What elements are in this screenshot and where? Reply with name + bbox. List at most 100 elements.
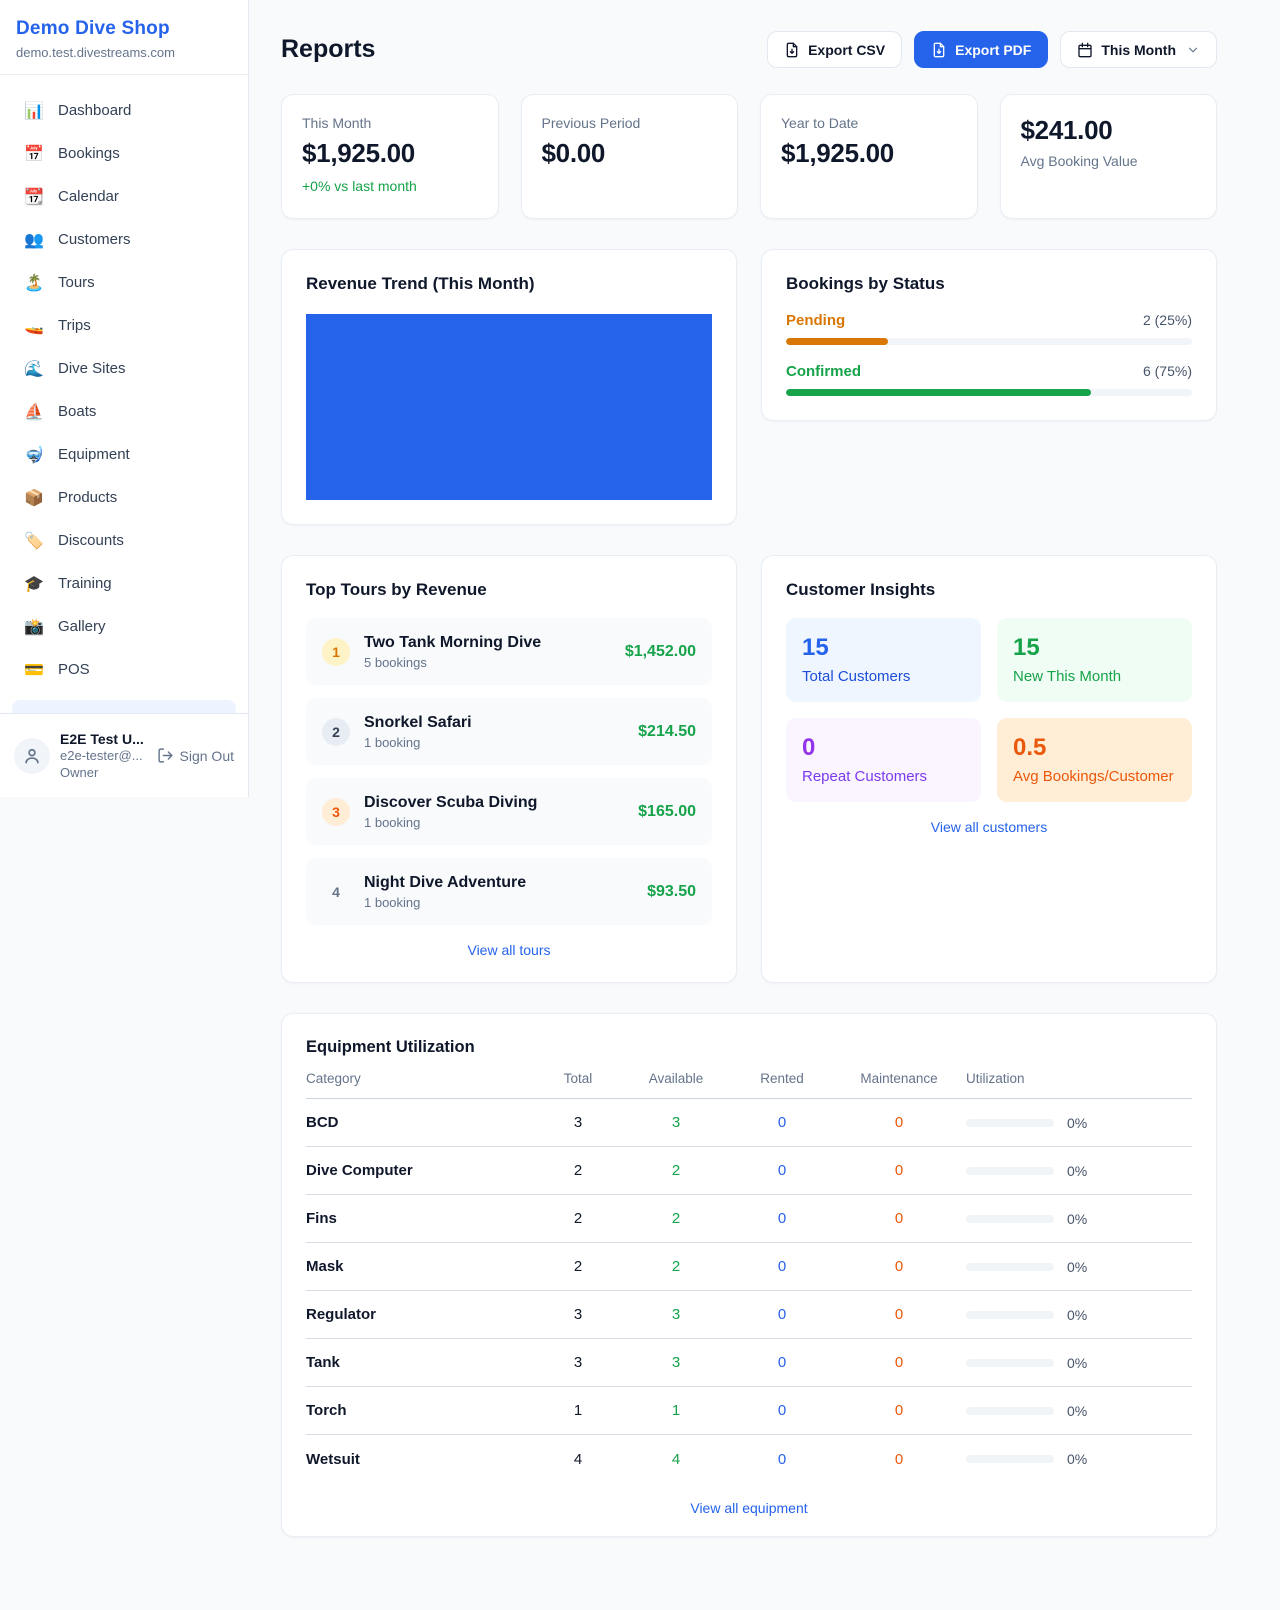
period-dropdown[interactable]: This Month [1060, 31, 1217, 68]
sidebar-item-bookings[interactable]: 📅 Bookings [12, 132, 236, 175]
sidebar-item-label: Training [58, 575, 112, 592]
sidebar-item-customers[interactable]: 👥 Customers [12, 218, 236, 261]
insight-value: 15 [1013, 634, 1040, 661]
stat-card-year-to-date: Year to Date $1,925.00 [760, 94, 978, 219]
stat-card-this-month: This Month $1,925.00 +0% vs last month [281, 94, 499, 219]
insight-value: 15 [802, 634, 829, 661]
customer-insights-title: Customer Insights [786, 580, 936, 599]
top-tours-panel: Top Tours by Revenue 1 Two Tank Morning … [281, 555, 737, 983]
sidebar-item-calendar[interactable]: 📆 Calendar [12, 175, 236, 218]
person-icon [25, 748, 39, 763]
view-all-equipment-link[interactable]: View all equipment [690, 1500, 808, 1516]
sidebar-item-dashboard[interactable]: 📊 Dashboard [12, 89, 236, 132]
stat-value: $1,925.00 [302, 138, 415, 168]
status-bar-fill [786, 389, 1091, 396]
sidebar-item-products[interactable]: 📦 Products [12, 476, 236, 519]
equipment-table-header: Category Total Available Rented Maintena… [306, 1071, 1192, 1099]
chevron-down-icon [1188, 47, 1198, 52]
stat-label: Year to Date [781, 115, 859, 131]
credit-card-icon: 💳 [24, 661, 44, 679]
sidebar-item-dive-sites[interactable]: 🌊 Dive Sites [12, 347, 236, 390]
stat-card-previous-period: Previous Period $0.00 [520, 94, 738, 219]
status-label: Pending [786, 312, 846, 329]
sidebar-item-label: Dashboard [58, 102, 132, 119]
rank-badge: 2 [322, 717, 350, 746]
bar-chart-icon: 📊 [24, 102, 44, 120]
table-row: Regulator 3 3 0 0 0% [306, 1291, 1192, 1339]
stat-label: Avg Booking Value [1020, 153, 1138, 169]
tour-revenue: $165.00 [638, 802, 696, 820]
tour-row: 3 Discover Scuba Diving 1 booking $165.0… [306, 778, 712, 845]
table-row: Dive Computer 2 2 0 0 0% [306, 1147, 1192, 1195]
tour-row: 2 Snorkel Safari 1 booking $214.50 [306, 698, 712, 765]
sidebar-item-boats[interactable]: ⛵ Boats [12, 390, 236, 433]
tour-revenue: $214.50 [638, 722, 696, 740]
utilization-bar [966, 1358, 1054, 1367]
package-icon: 📦 [24, 489, 44, 507]
customer-insights-panel: Customer Insights 15 Total Customers 15 … [761, 555, 1217, 983]
tour-name: Discover Scuba Diving [364, 793, 538, 811]
sidebar-item-label: Dive Sites [58, 360, 126, 377]
top-tours-title: Top Tours by Revenue [306, 580, 487, 599]
tour-row: 4 Night Dive Adventure 1 booking $93.50 [306, 858, 712, 925]
revenue-trend-panel: Revenue Trend (This Month) [281, 249, 737, 525]
sidebar-item-training[interactable]: 🎓 Training [12, 562, 236, 605]
stat-delta: +0% vs last month [302, 178, 417, 194]
sidebar-active-item-partial[interactable] [12, 700, 236, 713]
insight-value: 0 [802, 734, 816, 761]
stat-value: $241.00 [1020, 115, 1113, 145]
bookings-by-status-panel: Bookings by Status Pending 2 (25%) Confi… [761, 249, 1217, 421]
calendar-icon: 📆 [24, 188, 44, 206]
sidebar-item-label: Trips [58, 317, 91, 334]
sidebar-item-trips[interactable]: 🚤 Trips [12, 304, 236, 347]
sidebar-item-tours[interactable]: 🏝️ Tours [12, 261, 236, 304]
sidebar: Demo Dive Shop demo.test.divestreams.com… [0, 0, 249, 797]
rank-badge: 3 [322, 797, 350, 826]
calendar-date-icon: 📅 [24, 145, 44, 163]
tour-bookings: 5 bookings [364, 654, 427, 670]
sign-out-button[interactable]: Sign Out [157, 747, 234, 764]
tour-bookings: 1 booking [364, 734, 421, 750]
export-csv-button[interactable]: Export CSV [767, 31, 903, 68]
export-pdf-button[interactable]: Export PDF [914, 31, 1049, 68]
user-name: E2E Test U... [60, 730, 144, 747]
tour-row: 1 Two Tank Morning Dive 5 bookings $1,45… [306, 618, 712, 685]
equipment-table: Category Total Available Rented Maintena… [306, 1071, 1192, 1483]
sidebar-item-gallery[interactable]: 📸 Gallery [12, 605, 236, 648]
tour-revenue: $93.50 [647, 882, 696, 900]
table-row: Wetsuit 4 4 0 0 0% [306, 1450, 1088, 1468]
sidebar-item-label: Customers [58, 231, 131, 248]
user-avatar [14, 737, 50, 774]
insight-label: Total Customers [802, 668, 911, 685]
status-value: 6 (75%) [1142, 363, 1192, 379]
revenue-trend-title: Revenue Trend (This Month) [306, 274, 535, 293]
sidebar-item-label: POS [58, 661, 90, 678]
file-download-icon [933, 42, 945, 57]
sidebar-item-label: Boats [58, 403, 97, 420]
tour-name: Night Dive Adventure [364, 873, 527, 891]
utilization-bar [966, 1214, 1054, 1223]
sidebar-item-pos[interactable]: 💳 POS [12, 648, 236, 691]
table-row: BCD 3 3 0 0 0% [306, 1099, 1192, 1147]
island-icon: 🏝️ [24, 274, 44, 292]
status-bar-track [786, 338, 1192, 345]
sidebar-item-discounts[interactable]: 🏷️ Discounts [12, 519, 236, 562]
table-row: Tank 3 3 0 0 0% [306, 1339, 1192, 1387]
sidebar-item-label: Tours [58, 274, 95, 291]
bookings-by-status-title: Bookings by Status [786, 274, 945, 293]
view-all-tours-link[interactable]: View all tours [467, 942, 551, 958]
view-all-customers-link[interactable]: View all customers [930, 819, 1048, 835]
stat-label: This Month [302, 115, 372, 131]
stat-value: $1,925.00 [781, 138, 894, 168]
sidebar-item-label: Discounts [58, 532, 124, 549]
equipment-utilization-panel: Equipment Utilization Category Total Ava… [281, 1013, 1217, 1537]
insight-label: Repeat Customers [802, 768, 928, 785]
sidebar-item-equipment[interactable]: 🤿 Equipment [12, 433, 236, 476]
table-row: Torch 1 1 0 0 0% [306, 1387, 1192, 1435]
user-panel: E2E Test U... e2e-tester@... Owner Sign … [0, 713, 248, 797]
sidebar-item-label: Products [58, 489, 118, 506]
insight-tile-repeat-customers: 0 Repeat Customers [786, 718, 981, 802]
diving-mask-icon: 🤿 [24, 446, 44, 464]
stat-value: $0.00 [541, 138, 606, 168]
calendar-icon [1078, 42, 1093, 57]
